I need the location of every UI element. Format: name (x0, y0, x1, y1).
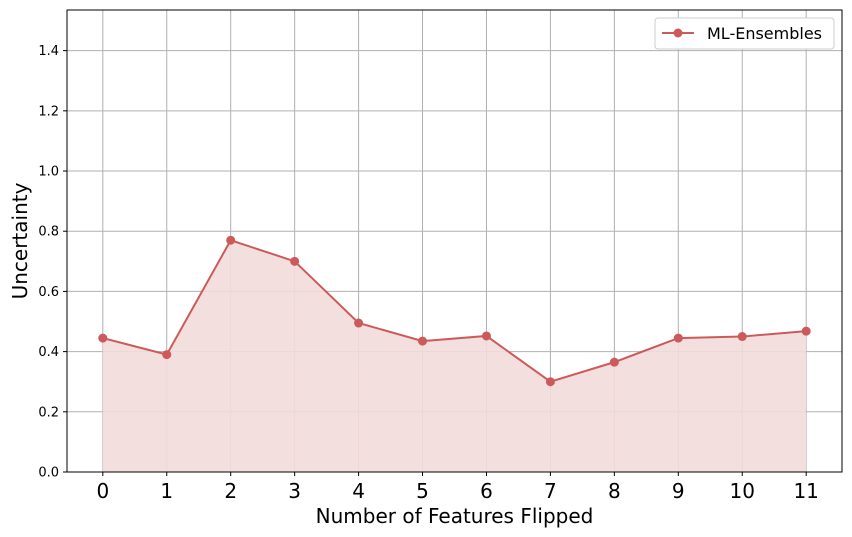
legend-entry-label: ML-Ensembles (707, 24, 822, 43)
x-tick-label: 10 (730, 479, 755, 503)
x-axis-ticks: 0 1 2 3 4 5 6 7 8 9 10 11 (96, 472, 819, 503)
data-point-1 (162, 350, 172, 360)
series-area-fill (102, 240, 807, 472)
data-point-10 (737, 332, 747, 342)
y-tick-label: 1.2 (38, 104, 59, 119)
x-tick-label: 8 (608, 479, 621, 503)
x-tick-label: 6 (480, 479, 493, 503)
y-tick-label: 0.6 (38, 285, 59, 300)
x-tick-label: 1 (160, 479, 173, 503)
data-point-6 (481, 331, 491, 341)
y-tick-label: 0.0 (38, 466, 59, 481)
y-tick-label: 0.2 (38, 405, 59, 420)
legend: ML-Ensembles (654, 17, 835, 50)
y-tick-label: 0.8 (38, 225, 59, 240)
y-tick-label: 1.4 (38, 44, 59, 59)
data-point-11 (801, 326, 811, 336)
x-tick-label: 11 (793, 479, 818, 503)
series-line (102, 239, 807, 383)
x-axis-label: Number of Features Flipped (316, 504, 594, 528)
legend-box (654, 17, 835, 50)
x-tick-label: 4 (352, 479, 365, 503)
y-axis-label: Uncertainty (8, 182, 32, 299)
data-point-5 (418, 336, 428, 346)
data-point-9 (673, 333, 683, 343)
x-tick-label: 7 (544, 479, 557, 503)
data-point-7 (545, 377, 555, 387)
data-points (98, 235, 811, 387)
data-point-4 (354, 318, 364, 328)
y-axis-ticks: 0.0 0.2 0.4 0.6 0.8 1.0 1.2 1.4 (38, 44, 67, 481)
x-tick-label: 2 (224, 479, 237, 503)
y-tick-label: 0.4 (38, 345, 59, 360)
x-tick-label: 9 (672, 479, 685, 503)
plot-frame (66, 9, 843, 473)
legend-marker-swatch (673, 28, 683, 38)
data-point-8 (609, 357, 619, 367)
data-point-3 (290, 256, 300, 266)
x-tick-label: 3 (288, 479, 301, 503)
x-tick-label: 0 (96, 479, 109, 503)
y-tick-label: 1.0 (38, 165, 59, 180)
data-point-2 (226, 235, 236, 245)
data-point-0 (98, 333, 108, 343)
x-tick-label: 5 (416, 479, 429, 503)
